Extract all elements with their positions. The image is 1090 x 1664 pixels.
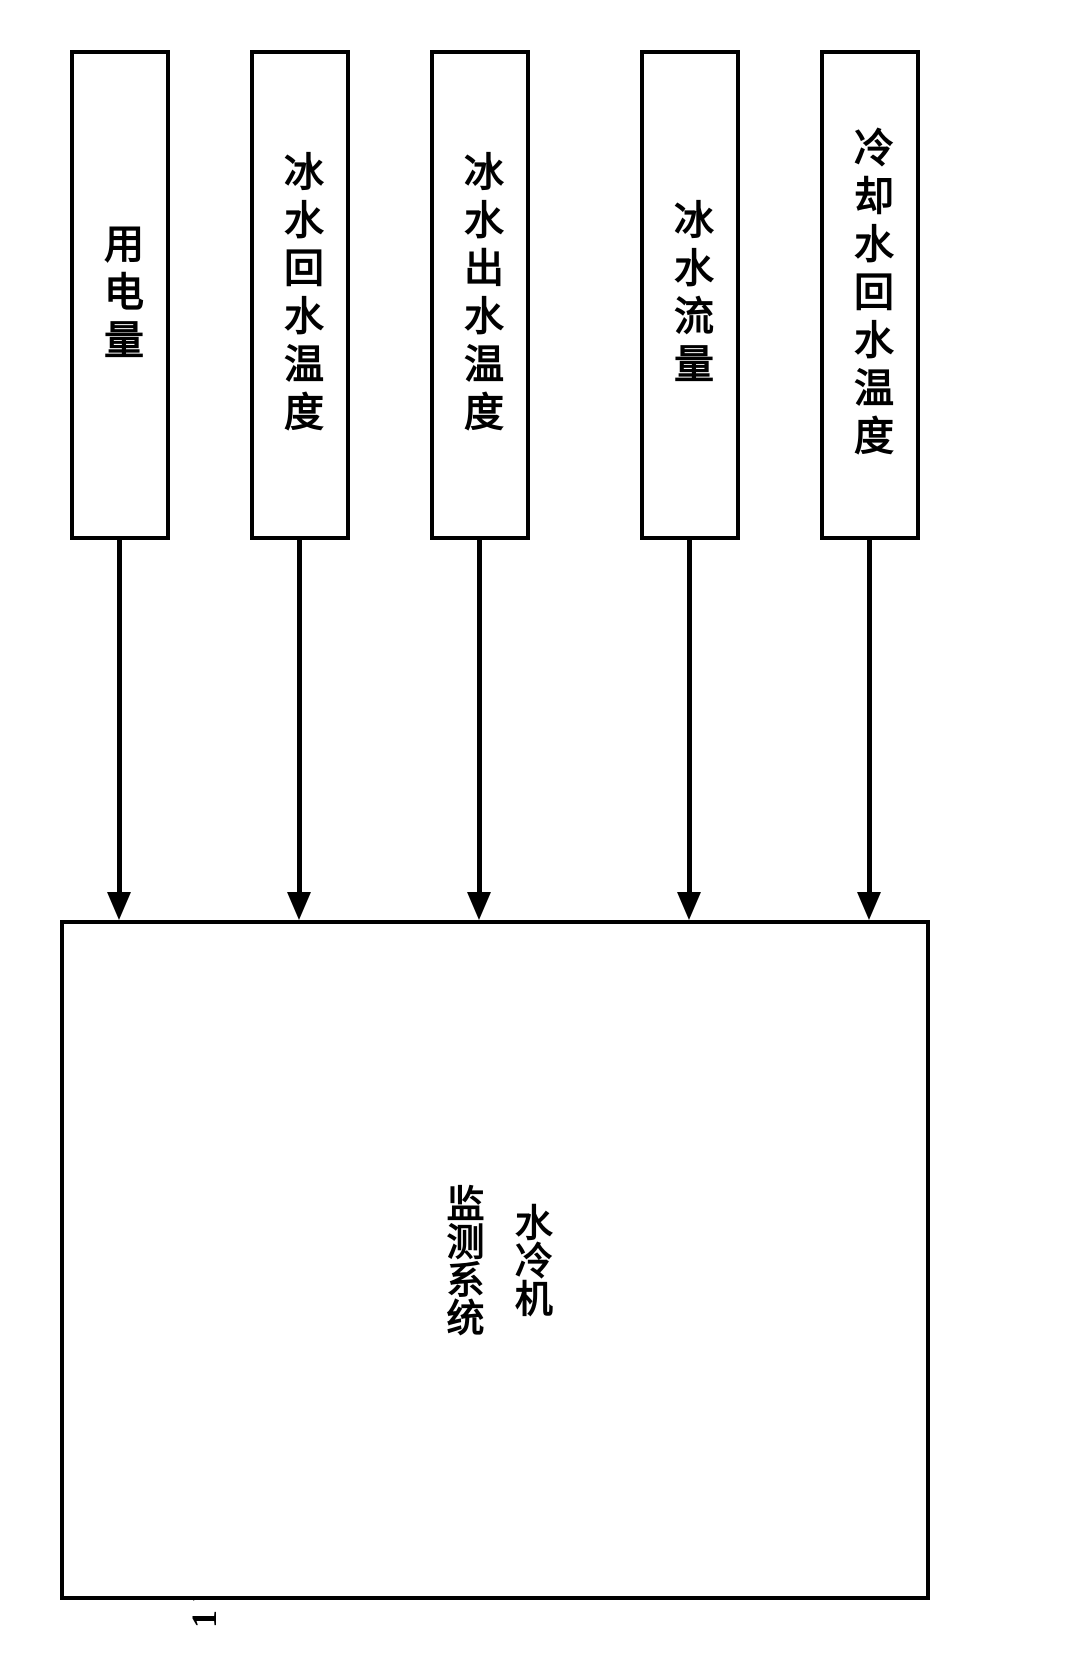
arrow-line: [687, 540, 692, 892]
input-label: 冰水回水温度: [271, 151, 329, 439]
input-box-chilled-return-temp: 冰水回水温度: [250, 50, 350, 540]
main-box-text: 水冷机 监测系统: [427, 1184, 564, 1336]
arrow-head: [467, 892, 491, 920]
arrow-head: [287, 892, 311, 920]
input-box-chilled-supply-temp: 冰水出水温度: [430, 50, 530, 540]
arrow-line: [867, 540, 872, 892]
input-box-power: 用电量: [70, 50, 170, 540]
input-label: 用电量: [91, 223, 149, 367]
reference-label: 1: [183, 1610, 225, 1628]
arrow-line: [117, 540, 122, 892]
arrow-line: [477, 540, 482, 892]
input-label: 冰水出水温度: [451, 151, 509, 439]
input-label: 冰水流量: [661, 199, 719, 391]
main-text-line2: 监测系统: [440, 1184, 482, 1336]
main-box: 水冷机 监测系统: [60, 920, 930, 1600]
input-box-chilled-flow: 冰水流量: [640, 50, 740, 540]
input-label: 冷却水回水温度: [841, 127, 899, 463]
arrow-line: [297, 540, 302, 892]
arrow-head: [857, 892, 881, 920]
diagram-container: 1 水冷机 监测系统 用电量 冰水回水温度 冰水出水温度 冰水流量 冷却水回水温…: [60, 50, 1030, 1610]
input-box-cooling-return-temp: 冷却水回水温度: [820, 50, 920, 540]
arrow-head: [677, 892, 701, 920]
arrow-head: [107, 892, 131, 920]
main-text-line1: 水冷机: [508, 1203, 550, 1317]
